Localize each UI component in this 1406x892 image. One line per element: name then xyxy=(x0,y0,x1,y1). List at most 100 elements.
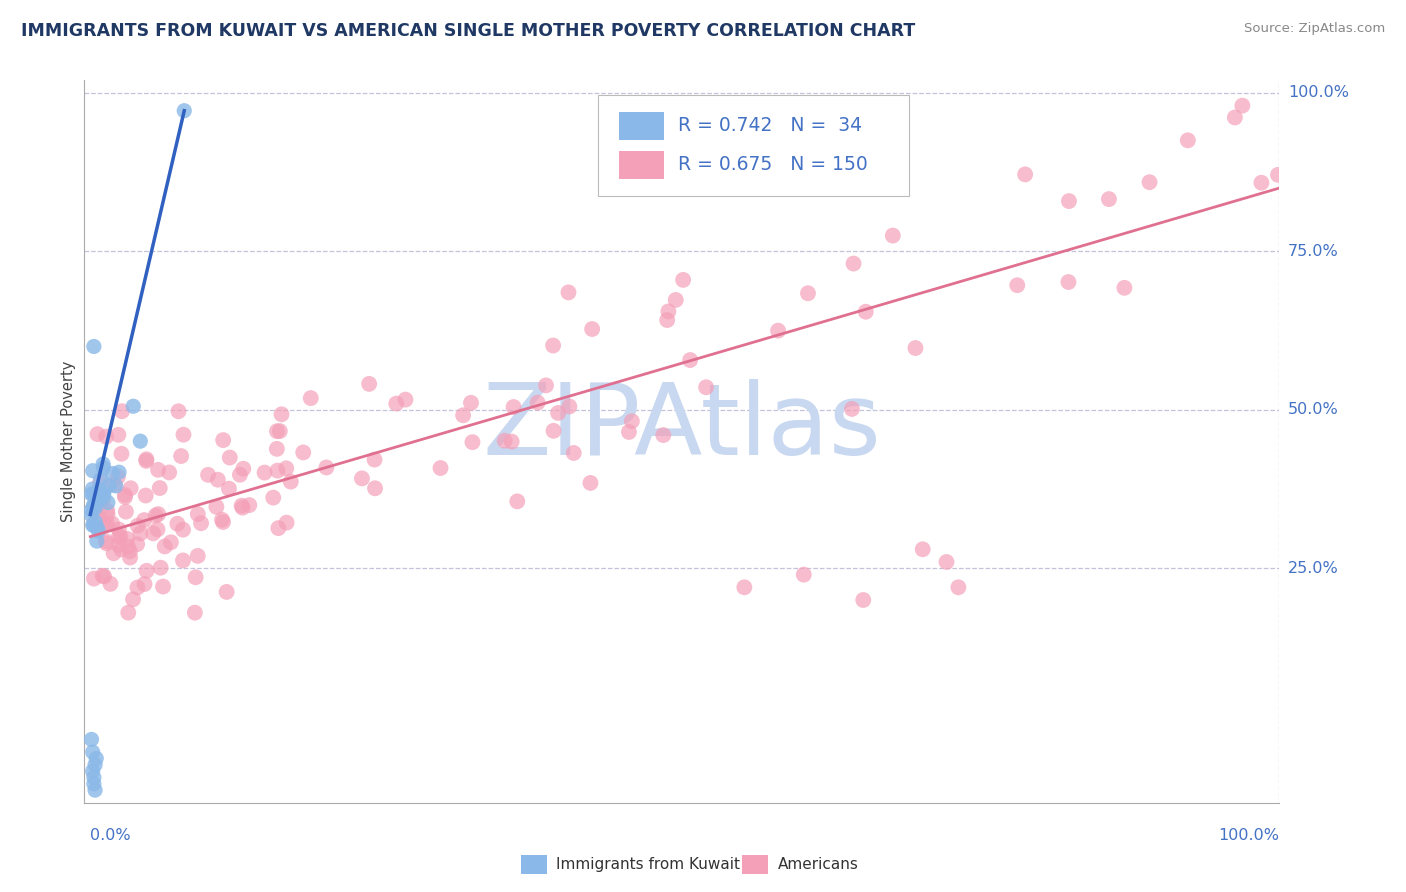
Point xyxy=(494,434,516,448)
FancyBboxPatch shape xyxy=(520,855,547,873)
Point xyxy=(842,256,865,270)
Point xyxy=(238,498,260,512)
Point xyxy=(110,542,132,557)
FancyBboxPatch shape xyxy=(742,855,768,873)
Point xyxy=(948,580,970,594)
Text: Immigrants from Kuwait: Immigrants from Kuwait xyxy=(557,856,741,871)
Point xyxy=(558,400,581,414)
Point xyxy=(87,524,110,538)
Point xyxy=(82,500,104,514)
Text: 50.0%: 50.0% xyxy=(1288,402,1339,417)
Point xyxy=(83,504,105,518)
Point xyxy=(172,523,194,537)
Point xyxy=(1232,98,1254,112)
Point xyxy=(852,593,875,607)
Point xyxy=(84,783,107,797)
Point xyxy=(108,530,131,544)
Point xyxy=(385,396,408,410)
Point xyxy=(84,491,107,505)
Point xyxy=(1114,281,1136,295)
Point xyxy=(266,424,288,438)
Point xyxy=(127,518,149,533)
Point xyxy=(115,532,138,546)
Point xyxy=(93,488,115,502)
Point xyxy=(299,391,322,405)
Point xyxy=(87,483,110,497)
Point xyxy=(212,515,235,529)
Point xyxy=(231,500,253,515)
Point xyxy=(135,454,157,468)
Point xyxy=(84,515,107,529)
Point xyxy=(134,577,156,591)
Point xyxy=(172,553,194,567)
Text: IMMIGRANTS FROM KUWAIT VS AMERICAN SINGLE MOTHER POVERTY CORRELATION CHART: IMMIGRANTS FROM KUWAIT VS AMERICAN SINGL… xyxy=(21,22,915,40)
Point xyxy=(110,447,132,461)
Point xyxy=(90,491,112,506)
Point xyxy=(89,510,111,524)
Point xyxy=(96,536,118,550)
Text: 100.0%: 100.0% xyxy=(1219,828,1279,843)
Point xyxy=(166,516,188,531)
Point xyxy=(80,503,103,517)
Point xyxy=(882,228,904,243)
Point xyxy=(91,457,114,471)
Point xyxy=(93,569,115,583)
Point xyxy=(534,378,557,392)
Point xyxy=(1014,167,1036,181)
Point xyxy=(1007,278,1029,293)
Point xyxy=(207,473,229,487)
Point xyxy=(120,481,142,495)
Point xyxy=(187,507,209,521)
Point xyxy=(118,544,141,558)
Point xyxy=(82,745,104,759)
Text: R = 0.675   N = 150: R = 0.675 N = 150 xyxy=(678,155,868,174)
Point xyxy=(149,481,172,495)
Point xyxy=(83,498,105,512)
Point xyxy=(218,450,240,465)
Text: 100.0%: 100.0% xyxy=(1288,86,1348,101)
Point xyxy=(170,449,193,463)
Point xyxy=(127,581,149,595)
Point xyxy=(543,424,565,438)
Point xyxy=(107,470,129,484)
Text: Source: ZipAtlas.com: Source: ZipAtlas.com xyxy=(1244,22,1385,36)
Point xyxy=(429,461,451,475)
Point xyxy=(96,430,118,444)
Point xyxy=(1098,192,1121,206)
Point xyxy=(657,304,679,318)
Point xyxy=(292,445,315,459)
Point xyxy=(253,466,276,480)
Point xyxy=(108,465,131,479)
Point xyxy=(672,273,695,287)
Point xyxy=(935,555,957,569)
Point xyxy=(218,482,240,496)
Point xyxy=(315,460,337,475)
Point xyxy=(1267,168,1289,182)
Point xyxy=(135,564,157,578)
FancyBboxPatch shape xyxy=(599,95,910,196)
Point xyxy=(1250,176,1272,190)
Point xyxy=(122,399,145,413)
Point xyxy=(107,538,129,552)
Point xyxy=(197,467,219,482)
Point xyxy=(114,488,136,502)
Point xyxy=(152,580,174,594)
Point xyxy=(793,567,815,582)
Point xyxy=(190,516,212,531)
Point xyxy=(86,427,108,442)
Text: ZIPAtlas: ZIPAtlas xyxy=(482,378,882,475)
Point xyxy=(129,526,152,541)
Point xyxy=(232,461,254,475)
Point xyxy=(276,461,298,475)
Point xyxy=(562,446,585,460)
Point xyxy=(911,542,934,557)
Point xyxy=(904,341,927,355)
Point xyxy=(98,479,121,493)
Point xyxy=(153,540,176,554)
Point xyxy=(841,401,863,416)
Point xyxy=(184,570,207,584)
Point xyxy=(86,520,108,534)
Point xyxy=(172,427,194,442)
Point xyxy=(581,322,603,336)
Point xyxy=(652,428,675,442)
